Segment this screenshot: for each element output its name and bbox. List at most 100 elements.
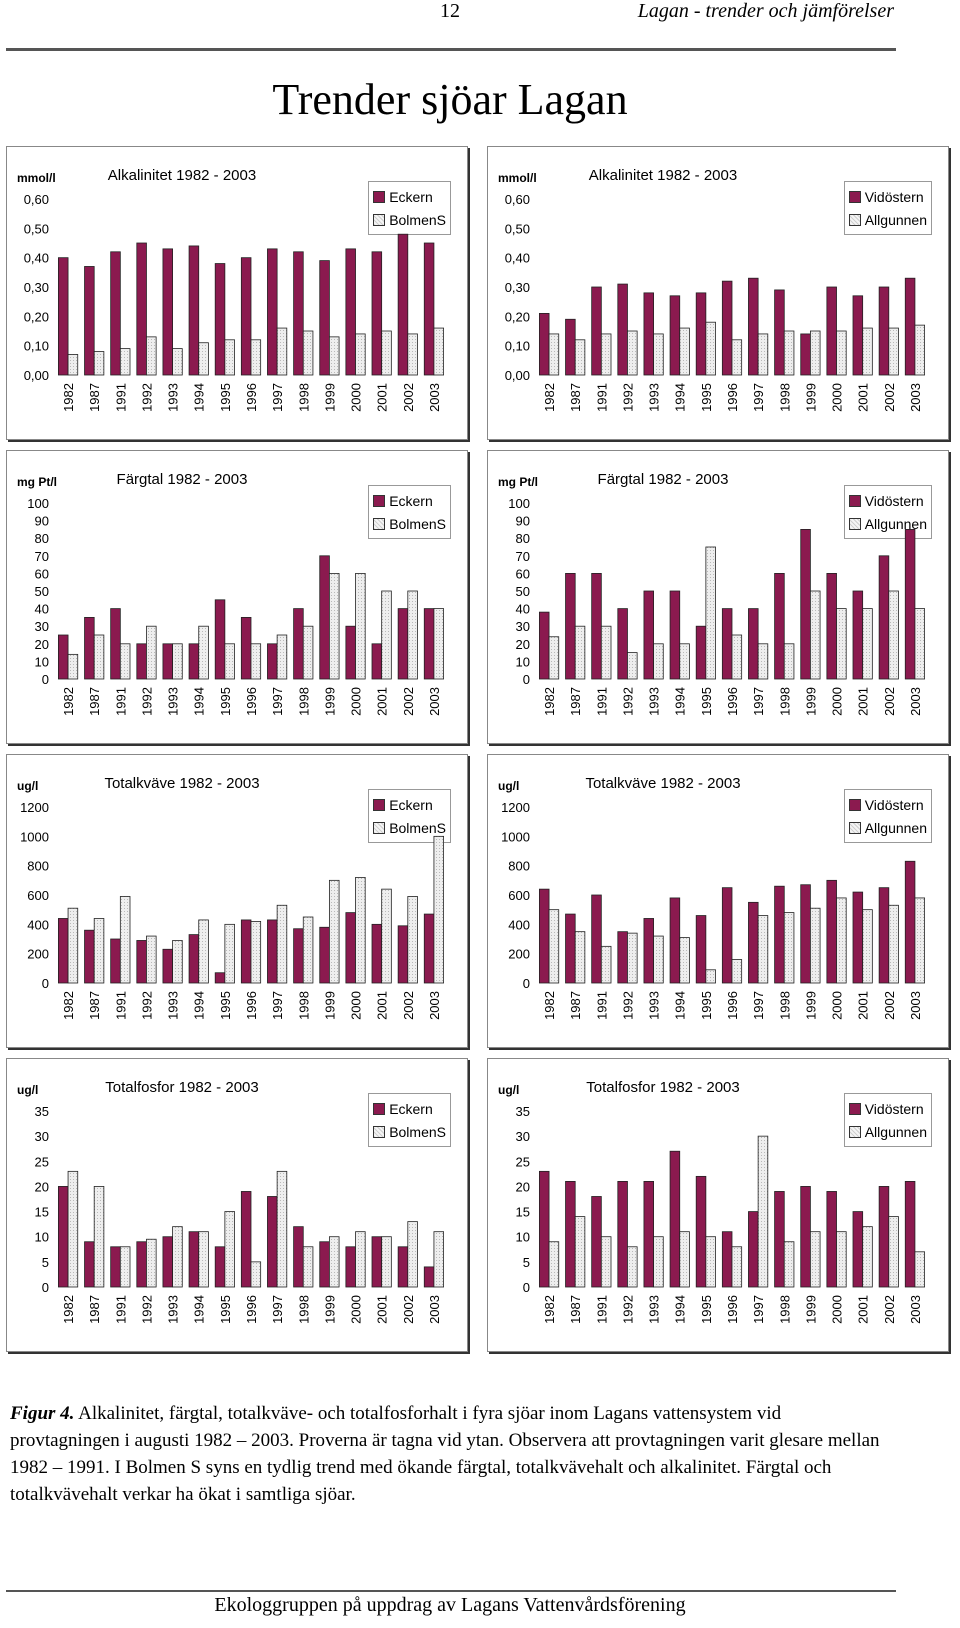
bar-series-a — [188, 245, 200, 376]
legend-swatch — [373, 1125, 386, 1138]
bar-series-a — [84, 929, 95, 984]
y-tick-label: 0,00 — [24, 368, 49, 383]
x-tick-label: 1999 — [322, 1295, 337, 1324]
legend-label: Allgunnen — [864, 211, 927, 228]
x-tick-label: 1982 — [542, 687, 557, 716]
bar-series-a — [774, 885, 785, 984]
bar-series-a — [162, 948, 173, 984]
bar-series-b — [302, 916, 314, 984]
y-tick-label: 1200 — [20, 800, 49, 815]
bar-series-b — [627, 1246, 638, 1288]
bar-series-b — [783, 912, 795, 984]
bar-series-a — [397, 233, 409, 376]
bar-series-b — [731, 1246, 743, 1288]
bar-series-b — [355, 877, 366, 984]
y-tick-label: 1200 — [501, 800, 530, 815]
unit-label: mg Pt/l — [17, 475, 58, 489]
y-tick-label: 0,10 — [505, 339, 530, 354]
x-tick-label: 1987 — [568, 991, 583, 1020]
bar-series-a — [565, 318, 576, 376]
y-tick-label: 1000 — [20, 829, 49, 844]
x-tick-label: 2003 — [908, 383, 923, 412]
bar-series-b — [381, 1236, 392, 1288]
legend-item: Eckern — [373, 1097, 446, 1120]
bar-series-b — [355, 573, 366, 680]
bar-series-b — [574, 625, 586, 680]
bar-series-a — [695, 625, 707, 680]
bar-series-a — [591, 286, 602, 376]
x-tick-label: 1993 — [166, 383, 181, 412]
bar-series-a — [57, 918, 69, 984]
bar-series-a — [904, 860, 916, 984]
bar-series-b — [705, 1236, 716, 1288]
y-tick-label: 5 — [523, 1255, 530, 1270]
x-tick-label: 1996 — [725, 687, 740, 716]
unit-label: mmol/l — [17, 171, 56, 185]
x-tick-label: 1992 — [139, 991, 154, 1020]
x-tick-label: 1994 — [673, 1295, 688, 1324]
bar-series-a — [110, 1246, 121, 1288]
x-tick-label: 1992 — [139, 687, 154, 716]
x-tick-label: 2001 — [375, 1295, 390, 1324]
bar-series-b — [407, 590, 418, 680]
legend-item: BolmenS — [373, 512, 446, 535]
bar-series-a — [371, 1236, 383, 1288]
bar-series-a — [591, 573, 602, 680]
bar-series-a — [110, 251, 121, 376]
bar-series-a — [136, 940, 147, 984]
bar-series-b — [548, 909, 560, 984]
bar-series-a — [110, 608, 121, 680]
y-tick-label: 0,40 — [505, 251, 530, 266]
y-tick-label: 0 — [523, 672, 530, 687]
x-tick-label: 1987 — [87, 687, 102, 716]
bar-series-a — [669, 1150, 681, 1288]
caption-text: Alkalinitet, färgtal, totalkväve- och to… — [10, 1403, 880, 1505]
bar-series-b — [198, 1231, 209, 1288]
x-tick-label: 1995 — [218, 383, 233, 412]
x-tick-label: 1996 — [244, 1295, 259, 1324]
bar-series-a — [695, 292, 707, 376]
bar-series-b — [548, 333, 560, 376]
x-tick-label: 1997 — [270, 1295, 285, 1324]
bar-series-b — [757, 643, 769, 680]
bar-chart: 0 5 10 15 20 25 30 35 1982 1987 1991 1992 1993 1994 19… — [516, 1104, 926, 1324]
y-tick-label: 50 — [516, 584, 530, 599]
legend-label: BolmenS — [389, 1123, 446, 1140]
bar-series-a — [57, 1186, 69, 1288]
bar-series-a — [319, 1241, 330, 1288]
y-tick-label: 25 — [516, 1154, 530, 1169]
x-tick-label: 1998 — [777, 687, 792, 716]
bar-series-a — [852, 590, 864, 680]
bar-series-b — [67, 653, 79, 680]
x-tick-label: 1987 — [568, 1295, 583, 1324]
bar-series-a — [721, 608, 733, 680]
x-tick-label: 1993 — [166, 1295, 181, 1324]
x-tick-label: 1995 — [218, 1295, 233, 1324]
bar-series-b — [198, 625, 209, 680]
x-tick-label: 2002 — [401, 383, 416, 412]
bar-series-a — [669, 295, 681, 376]
x-tick-label: 1998 — [296, 383, 311, 412]
x-tick-label: 1996 — [725, 383, 740, 412]
bar-series-b — [172, 348, 183, 376]
bar-series-a — [800, 529, 811, 680]
legend-swatch — [848, 798, 861, 811]
legend-swatch — [373, 821, 386, 834]
bar-series-b — [757, 915, 769, 984]
x-tick-label: 2000 — [830, 687, 845, 716]
y-tick-label: 70 — [35, 549, 49, 564]
bar-series-b — [146, 625, 157, 680]
legend-swatch — [848, 821, 861, 834]
bar-series-b — [328, 573, 340, 680]
bar-chart: 0,00 0,10 0,20 0,30 0,40 0,50 0,60 1982 1987 1991… — [24, 192, 445, 412]
bar-series-b — [679, 643, 690, 680]
legend-swatch — [848, 1125, 861, 1138]
legend-label: BolmenS — [389, 211, 446, 228]
bar-series-a — [397, 1246, 409, 1288]
x-tick-label: 1994 — [192, 991, 207, 1020]
x-tick-label: 1994 — [673, 991, 688, 1020]
bar-series-a — [84, 616, 95, 680]
bar-series-b — [250, 1261, 262, 1288]
y-tick-label: 90 — [35, 514, 49, 529]
x-tick-label: 1997 — [751, 991, 766, 1020]
